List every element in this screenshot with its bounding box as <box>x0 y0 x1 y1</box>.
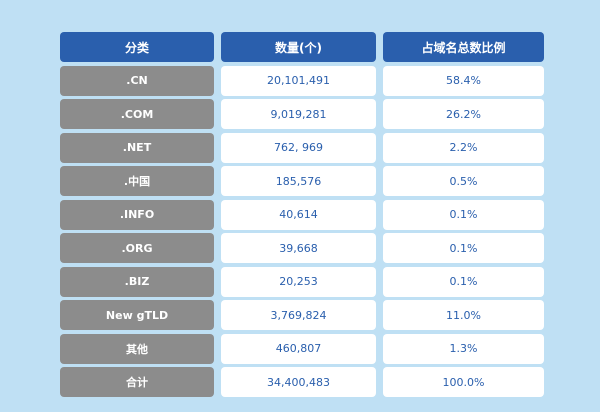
share-cell: 0.1% <box>383 233 544 263</box>
table-row: .CN 20,101,491 58.4% <box>60 65 544 96</box>
count-cell: 3,769,824 <box>221 300 376 330</box>
count-cell: 20,101,491 <box>221 65 376 96</box>
table-row: .ORG 39,668 0.1% <box>60 233 544 263</box>
share-cell: 2.2% <box>383 132 544 163</box>
category-cell: 合计 <box>60 367 214 397</box>
category-cell: .INFO <box>60 199 214 230</box>
share-cell: 0.5% <box>383 166 544 196</box>
category-cell: New gTLD <box>60 300 214 330</box>
share-cell: 26.2% <box>383 99 544 129</box>
count-cell: 40,614 <box>221 199 376 230</box>
count-cell: 39,668 <box>221 233 376 263</box>
category-cell: .BIZ <box>60 266 214 297</box>
share-cell: 0.1% <box>383 199 544 230</box>
category-cell: .CN <box>60 65 214 96</box>
category-cell: .ORG <box>60 233 214 263</box>
domain-stats-table: 分类 数量(个) 占域名总数比例 .CN 20,101,491 58.4% .COM 9… <box>60 32 544 401</box>
table-header-row: 分类 数量(个) 占域名总数比例 <box>60 32 544 62</box>
table-row: .INFO 40,614 0.1% <box>60 199 544 230</box>
share-cell: 100.0% <box>383 367 544 397</box>
share-cell: 1.3% <box>383 333 544 364</box>
count-cell: 20,253 <box>221 266 376 297</box>
table-row: .中国 185,576 0.5% <box>60 166 544 196</box>
count-cell: 34,400,483 <box>221 367 376 397</box>
count-cell: 9,019,281 <box>221 99 376 129</box>
category-cell: .NET <box>60 132 214 163</box>
table-row: New gTLD 3,769,824 11.0% <box>60 300 544 330</box>
category-cell: .中国 <box>60 166 214 196</box>
category-cell: .COM <box>60 99 214 129</box>
table-body: .CN 20,101,491 58.4% .COM 9,019,281 26.2% .NET… <box>60 65 544 397</box>
share-cell: 58.4% <box>383 65 544 96</box>
count-cell: 460,807 <box>221 333 376 364</box>
table-row: .COM 9,019,281 26.2% <box>60 99 544 129</box>
header-category: 分类 <box>60 32 214 62</box>
count-cell: 762, 969 <box>221 132 376 163</box>
share-cell: 11.0% <box>383 300 544 330</box>
table-row: .BIZ 20,253 0.1% <box>60 266 544 297</box>
header-count: 数量(个) <box>221 32 376 62</box>
category-cell: 其他 <box>60 333 214 364</box>
table-row: 合计 34,400,483 100.0% <box>60 367 544 397</box>
header-share: 占域名总数比例 <box>383 32 544 62</box>
table-row: .NET 762, 969 2.2% <box>60 132 544 163</box>
count-cell: 185,576 <box>221 166 376 196</box>
share-cell: 0.1% <box>383 266 544 297</box>
table-row: 其他 460,807 1.3% <box>60 333 544 364</box>
